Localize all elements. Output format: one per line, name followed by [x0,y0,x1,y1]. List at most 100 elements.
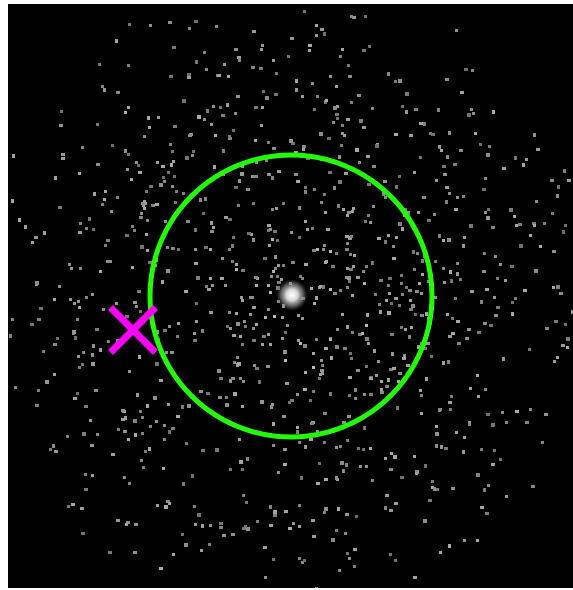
noise-pixel [184,543,188,547]
noise-pixel [301,95,304,98]
noise-pixel [224,216,228,219]
noise-pixel [254,276,258,279]
noise-pixel [67,505,70,508]
sky-image-panel [8,4,573,588]
noise-pixel [409,308,413,311]
noise-pixel [79,267,82,270]
noise-pixel [320,369,324,372]
noise-pixel [476,374,479,377]
noise-pixel [420,412,423,415]
noise-pixel [358,333,362,336]
noise-pixel [261,44,264,47]
noise-pixel [448,131,451,135]
noise-pixel [255,161,258,164]
noise-pixel [424,347,427,350]
noise-pixel [322,248,325,251]
noise-pixel [321,372,324,375]
noise-pixel [162,467,165,470]
noise-pixel [509,208,513,212]
noise-pixel [398,222,402,226]
noise-pixel [400,326,403,329]
noise-pixel [385,299,388,302]
noise-pixel [101,85,104,88]
noise-pixel [210,221,213,225]
noise-pixel [182,482,185,486]
noise-pixel [296,393,299,396]
noise-pixel [345,463,348,467]
noise-pixel [433,487,436,491]
noise-pixel [335,85,338,88]
noise-pixel [379,279,383,282]
noise-pixel [384,240,387,244]
noise-pixel [142,466,145,469]
noise-pixel [35,404,39,407]
noise-pixel [472,112,475,115]
noise-pixel [59,124,63,127]
noise-pixel [353,254,356,257]
noise-pixel [351,210,354,213]
noise-pixel [382,192,385,196]
noise-pixel [337,204,340,208]
noise-pixel [94,389,98,392]
noise-pixel [251,296,254,299]
noise-pixel [329,392,332,396]
noise-pixel [70,267,73,270]
noise-pixel [252,327,255,330]
noise-pixel [389,553,392,556]
noise-pixel [397,380,400,383]
noise-pixel [283,350,287,354]
noise-pixel [445,186,449,189]
noise-pixel [363,426,366,430]
noise-pixel [348,394,351,397]
noise-pixel [417,211,420,214]
noise-pixel [125,523,128,526]
noise-pixel [429,132,432,135]
noise-pixel [255,323,258,326]
noise-pixel [84,488,88,491]
noise-pixel [532,222,536,225]
central-source [276,279,308,311]
noise-pixel [346,439,349,442]
noise-pixel [325,260,328,263]
noise-pixel [545,327,549,330]
noise-pixel [343,347,347,350]
background-noise-field [9,10,573,588]
noise-pixel [280,278,283,281]
noise-pixel [485,288,489,291]
noise-pixel [529,234,532,237]
noise-pixel [111,453,115,456]
noise-pixel [155,420,158,423]
noise-pixel [258,380,261,384]
noise-pixel [235,268,238,271]
noise-pixel [172,553,175,556]
noise-pixel [241,269,245,272]
noise-pixel [269,343,272,346]
noise-pixel [402,357,406,360]
noise-pixel [54,176,57,180]
noise-pixel [81,532,85,535]
noise-pixel [222,149,225,153]
noise-pixel [133,419,137,423]
noise-pixel [298,525,301,528]
noise-pixel [82,432,86,436]
noise-pixel [68,263,71,266]
noise-pixel [417,345,420,349]
noise-pixel [103,88,106,92]
noise-pixel [220,277,224,280]
noise-pixel [14,386,17,389]
noise-pixel [54,450,58,453]
noise-pixel [156,504,159,507]
noise-pixel [58,285,61,288]
noise-pixel [197,513,201,517]
noise-pixel [296,430,299,434]
noise-pixel [442,361,445,365]
noise-pixel [356,369,360,372]
noise-pixel [550,179,554,182]
noise-pixel [233,392,237,396]
noise-pixel [267,284,270,287]
noise-pixel [175,190,178,193]
noise-pixel [387,378,390,382]
noise-pixel [267,141,270,144]
noise-pixel [398,79,402,83]
noise-pixel [349,352,352,355]
